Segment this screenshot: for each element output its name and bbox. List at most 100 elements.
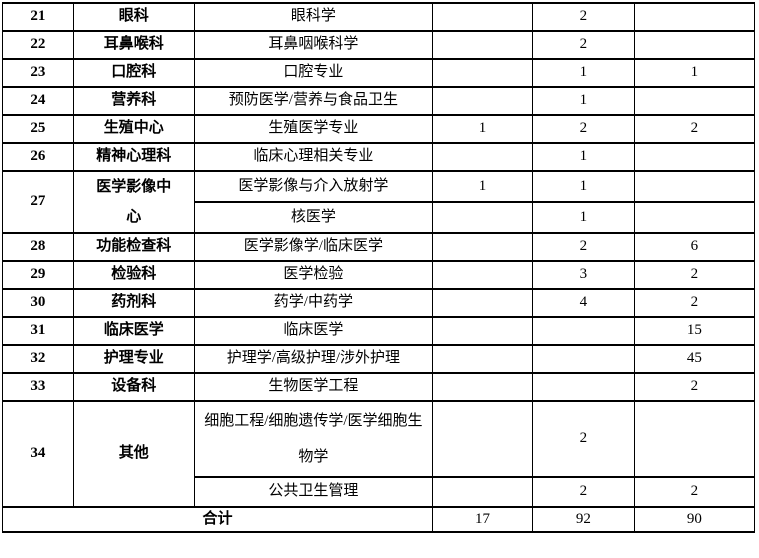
department-cell: 医学影像中心: [72, 170, 195, 234]
major-cell: 医学影像与介入放射学: [193, 170, 433, 203]
value-cell: [431, 288, 533, 318]
row-number-cell: 30: [2, 288, 74, 318]
value-cell: [431, 2, 533, 32]
row-number-cell: 24: [2, 86, 74, 116]
row-number-cell: 25: [2, 114, 74, 144]
table-row: 29 检验科 医学检验 3 2: [2, 260, 756, 290]
value-cell: [431, 260, 533, 290]
value-cell: 2: [633, 476, 756, 508]
value-cell: [633, 170, 756, 203]
department-cell: 生殖中心: [72, 114, 195, 144]
value-cell: 1: [633, 58, 756, 88]
value-cell: 1: [531, 170, 635, 203]
department-cell: 检验科: [72, 260, 195, 290]
value-cell: 2: [531, 476, 635, 508]
table-row: 34 其他 细胞工程/细胞遗传学/医学细胞生物学 2: [2, 400, 756, 508]
value-cell: [431, 142, 533, 172]
department-cell: 耳鼻喉科: [72, 30, 195, 60]
table-row: 23 口腔科 口腔专业 1 1: [2, 58, 756, 88]
value-cell: [431, 86, 533, 116]
row-number-cell: 27: [2, 170, 74, 234]
department-cell: 口腔科: [72, 58, 195, 88]
value-cell: [431, 316, 533, 346]
value-cell: 1: [531, 58, 635, 88]
value-cell: [431, 476, 533, 508]
value-cell: 2: [633, 114, 756, 144]
department-cell: 临床医学: [72, 316, 195, 346]
value-cell: 1: [431, 114, 533, 144]
row-number-cell: 28: [2, 232, 74, 262]
value-cell: [431, 30, 533, 60]
table-row: 核医学 1: [3, 201, 756, 234]
row-number-cell: 22: [2, 30, 74, 60]
major-cell: 医学检验: [193, 260, 433, 290]
table-row: 22 耳鼻喉科 耳鼻咽喉科学 2: [2, 30, 756, 60]
major-cell: 细胞工程/细胞遗传学/医学细胞生物学: [193, 400, 433, 478]
table-row: 27 医学影像中心 医学影像与介入放射学 1 1: [2, 170, 756, 234]
total-label-cell: 合计: [2, 506, 433, 533]
value-cell: [431, 58, 533, 88]
value-cell: 15: [633, 316, 756, 346]
value-cell: 6: [633, 232, 756, 262]
table-row: 33 设备科 生物医学工程 2: [2, 372, 756, 402]
department-cell: 功能检查科: [72, 232, 195, 262]
value-cell: [431, 400, 533, 478]
value-cell: 2: [531, 400, 635, 478]
major-cell: 临床心理相关专业: [193, 142, 433, 172]
value-cell: [431, 372, 533, 402]
table-footer-row: 合计 17 92 90: [2, 506, 756, 533]
row-number-cell: 26: [2, 142, 74, 172]
department-cell: 设备科: [72, 372, 195, 402]
value-cell: 2: [633, 260, 756, 290]
department-cell: 精神心理科: [72, 142, 195, 172]
table-row: 25 生殖中心 生殖医学专业 1 2 2: [2, 114, 756, 144]
value-cell: 4: [531, 288, 635, 318]
value-cell: [431, 344, 533, 374]
total-value-cell: 92: [531, 506, 635, 533]
value-cell: [531, 344, 635, 374]
value-cell: [633, 142, 756, 172]
value-cell: 1: [531, 201, 635, 234]
table-row: 30 药剂科 药学/中药学 4 2: [2, 288, 756, 318]
major-cell: 护理学/高级护理/涉外护理: [193, 344, 433, 374]
row-number-cell: 21: [2, 2, 74, 32]
department-cell: 护理专业: [72, 344, 195, 374]
value-cell: 3: [531, 260, 635, 290]
major-cell: 口腔专业: [193, 58, 433, 88]
major-cell: 生物医学工程: [193, 372, 433, 402]
row-number-cell: 34: [2, 400, 74, 508]
value-cell: 45: [633, 344, 756, 374]
major-cell: 生殖医学专业: [193, 114, 433, 144]
row-number-cell: 23: [2, 58, 74, 88]
table-row: 24 营养科 预防医学/营养与食品卫生 1: [2, 86, 756, 116]
total-value-cell: 17: [431, 506, 533, 533]
row-number-cell: 33: [2, 372, 74, 402]
department-cell: 其他: [72, 400, 195, 508]
table-row: 31 临床医学 临床医学 15: [2, 316, 756, 346]
major-cell: 药学/中药学: [193, 288, 433, 318]
department-cell: 营养科: [72, 86, 195, 116]
department-cell: 药剂科: [72, 288, 195, 318]
value-cell: 2: [531, 30, 635, 60]
row-number-cell: 29: [2, 260, 74, 290]
row-number-cell: 31: [2, 316, 74, 346]
value-cell: [531, 316, 635, 346]
major-cell: 眼科学: [193, 2, 433, 32]
value-cell: [431, 232, 533, 262]
value-cell: 1: [531, 142, 635, 172]
value-cell: [633, 400, 756, 478]
value-cell: [531, 372, 635, 402]
value-cell: 2: [531, 232, 635, 262]
department-label: 医学影像中心: [96, 179, 172, 225]
major-cell: 耳鼻咽喉科学: [193, 30, 433, 60]
value-cell: 2: [531, 2, 635, 32]
total-value-cell: 90: [633, 506, 756, 533]
table-container: 21 眼科 眼科学 2 22 耳鼻喉科 耳鼻咽喉科学 2 23 口腔科 口腔专业: [2, 2, 756, 533]
value-cell: [633, 30, 756, 60]
table-row: 21 眼科 眼科学 2: [2, 2, 756, 32]
major-cell: 预防医学/营养与食品卫生: [193, 86, 433, 116]
value-cell: 2: [531, 114, 635, 144]
row-number-cell: 32: [2, 344, 74, 374]
table-row: 公共卫生管理 2 2: [3, 476, 756, 508]
recruitment-table: 21 眼科 眼科学 2 22 耳鼻喉科 耳鼻咽喉科学 2 23 口腔科 口腔专业: [2, 2, 756, 533]
